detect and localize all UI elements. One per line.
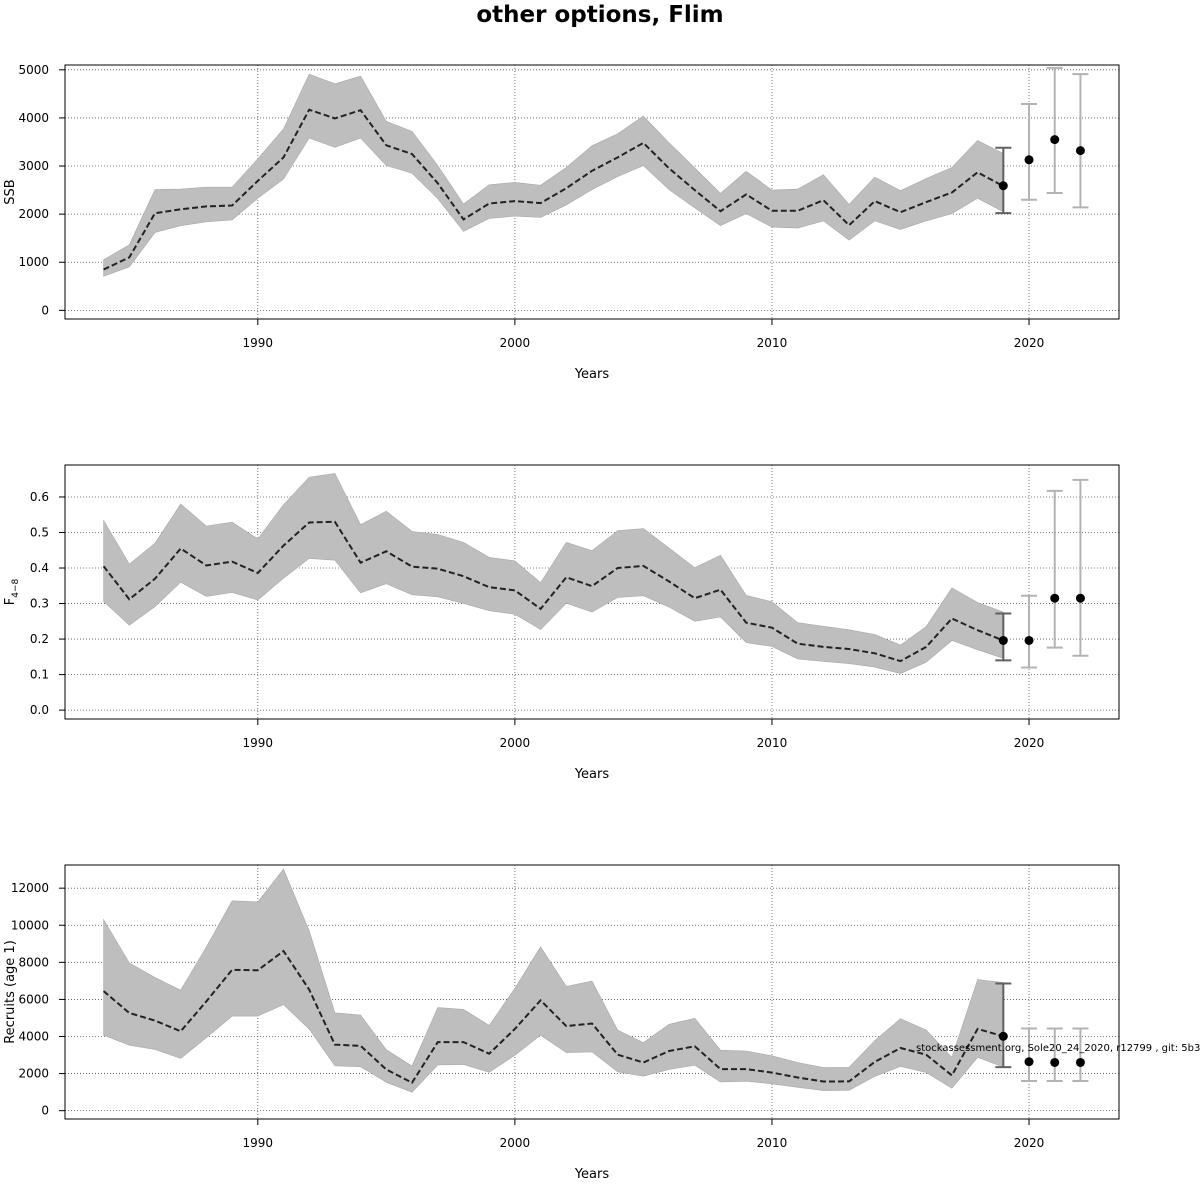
projection-2019 <box>995 146 1012 215</box>
y-tick-label: 0 <box>41 303 49 317</box>
plot-frame <box>64 864 1120 1120</box>
y-axis-label: F4−8 <box>3 578 21 605</box>
projection-point <box>1075 593 1085 603</box>
projection-point <box>998 1031 1008 1041</box>
projection-point <box>1075 1057 1085 1067</box>
projection-point <box>1075 146 1085 156</box>
projection-point <box>1050 1057 1060 1067</box>
panel-1: 0 1000 2000 3000 4000 5000 1990 2000 2010 2020 Yea… <box>3 63 1120 382</box>
y-axis-label: Recruits (age 1) <box>3 940 18 1044</box>
y-tick-label: 4000 <box>18 111 49 125</box>
y-tick-label: 3000 <box>18 159 49 173</box>
projection-2019 <box>995 612 1012 662</box>
estimate-line <box>102 949 1004 1085</box>
x-tick-label: 2020 <box>1014 1136 1045 1150</box>
y-axis-label-main: F <box>3 598 18 605</box>
x-tick-label: 2020 <box>1014 736 1045 750</box>
projection-2022 <box>1072 73 1089 209</box>
footnote: stockassessment.org, Sole20_24_2020, r12… <box>916 1043 1200 1054</box>
x-tick-label: 1990 <box>243 736 274 750</box>
y-tick-label: 0.5 <box>30 525 49 539</box>
projection-2022 <box>1072 1027 1089 1082</box>
x-tick-label: 2000 <box>500 1136 531 1150</box>
y-axis-label: SSB <box>3 179 18 204</box>
plot-frame <box>64 464 1120 720</box>
projection-2020 <box>1021 102 1038 201</box>
figure-title: other options, Flim <box>476 2 724 28</box>
y-tick-label: 5000 <box>18 63 49 77</box>
panel-2: 0.0 0.1 0.2 0.3 0.4 0.5 0.6 1990 2000 2010 2020 Yea… <box>3 464 1120 782</box>
y-tick-label: 2000 <box>18 207 49 221</box>
y-tick-label: 6000 <box>18 992 49 1006</box>
y-tick-label: 8000 <box>18 955 49 969</box>
y-tick-label: 0.4 <box>30 561 49 575</box>
projection-2021 <box>1046 489 1063 649</box>
x-axis-label: Years <box>574 1167 610 1182</box>
x-tick-label: 1990 <box>243 1136 274 1150</box>
projection-2020 <box>1021 1027 1038 1082</box>
y-tick-label: 10000 <box>11 918 49 932</box>
projection-point <box>998 181 1008 191</box>
x-tick-label: 2010 <box>757 736 788 750</box>
y-tick-label: 0.6 <box>30 490 49 504</box>
y-tick-label: 0.2 <box>30 632 49 646</box>
x-axis-label: Years <box>574 367 610 382</box>
y-tick-label: 4000 <box>18 1029 49 1043</box>
projection-point <box>1024 155 1034 165</box>
y-tick-label: 0.1 <box>30 668 49 682</box>
estimate-line <box>102 520 1004 663</box>
projection-point <box>1024 1057 1034 1067</box>
panel-3: 0 2000 4000 6000 8000 10000 12000 1990 2000 2010 2… <box>3 864 1120 1182</box>
confidence-band <box>103 73 1004 277</box>
projection-point <box>1024 635 1034 645</box>
x-tick-label: 2010 <box>757 336 788 350</box>
confidence-band <box>103 868 1004 1093</box>
projection-2020 <box>1021 594 1038 669</box>
y-tick-label: 2000 <box>18 1067 49 1081</box>
projection-2022 <box>1072 478 1089 657</box>
projection-point <box>998 635 1008 645</box>
y-tick-label: 0.3 <box>30 597 49 611</box>
y-tick-label: 12000 <box>11 881 49 895</box>
y-axis-label-subscript: 4−8 <box>11 578 21 597</box>
confidence-band <box>103 473 1004 674</box>
y-tick-label: 0.0 <box>30 703 49 717</box>
projection-point <box>1050 593 1060 603</box>
x-tick-label: 2000 <box>500 336 531 350</box>
y-tick-label: 1000 <box>18 255 49 269</box>
projection-point <box>1050 135 1060 145</box>
x-tick-label: 2000 <box>500 736 531 750</box>
x-tick-label: 1990 <box>243 336 274 350</box>
x-tick-label: 2020 <box>1014 336 1045 350</box>
projection-2021 <box>1046 66 1063 194</box>
projection-2021 <box>1046 1027 1063 1082</box>
plot-frame <box>64 64 1120 320</box>
projection-2019 <box>995 982 1012 1069</box>
x-tick-label: 2010 <box>757 1136 788 1150</box>
x-axis-label: Years <box>574 767 610 782</box>
estimate-line <box>103 108 1004 271</box>
y-tick-label: 0 <box>41 1104 49 1118</box>
